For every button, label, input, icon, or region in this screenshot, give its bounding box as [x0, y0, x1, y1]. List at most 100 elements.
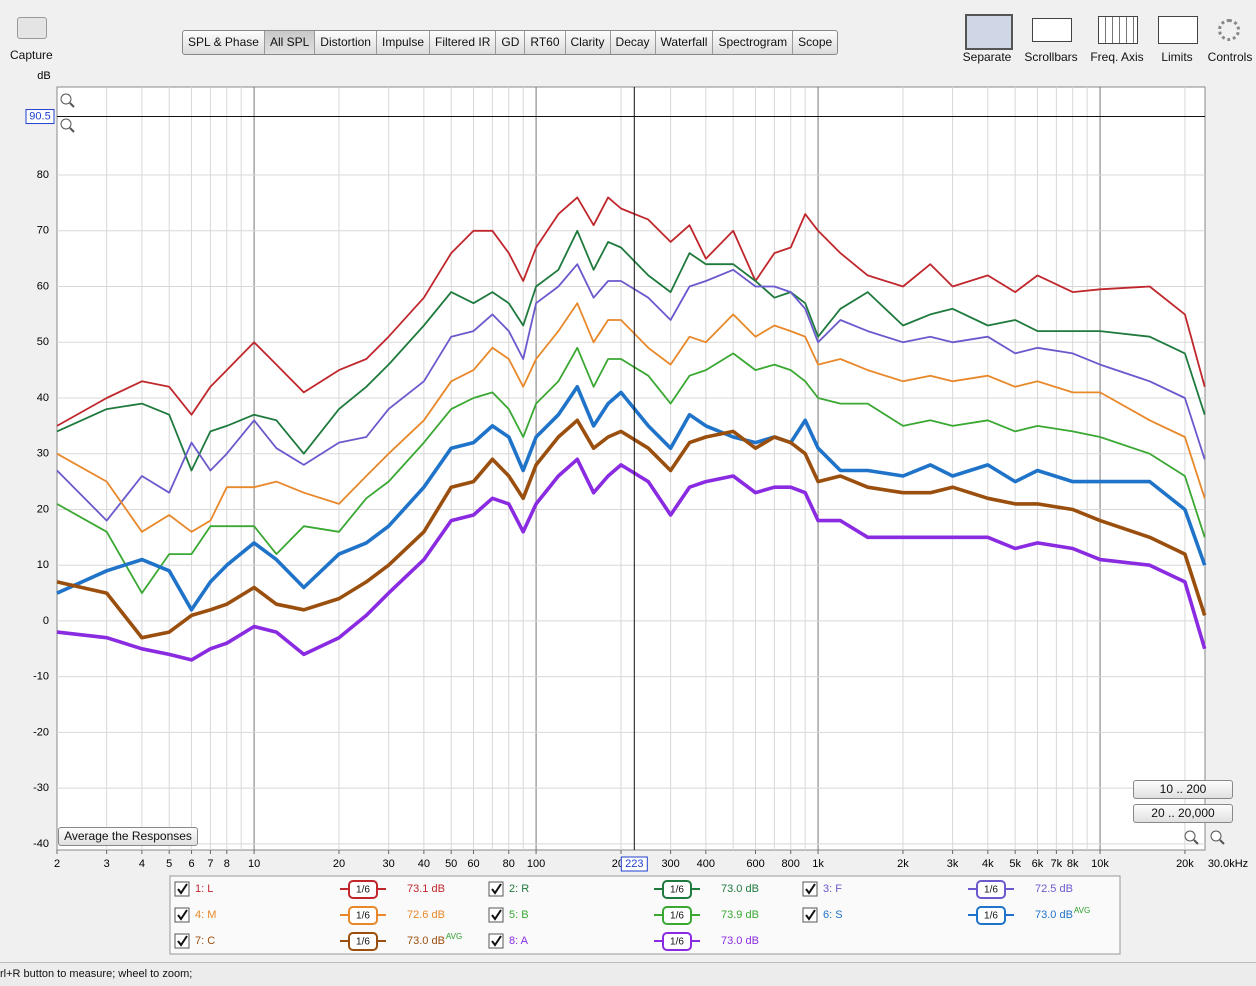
- legend-smoothing-box[interactable]: [348, 880, 378, 899]
- x-tick-label: 4: [139, 858, 145, 870]
- tool-limits-icon[interactable]: [1158, 16, 1198, 44]
- x-tick-label: 2k: [897, 858, 909, 870]
- legend-smoothing-box[interactable]: [976, 906, 1006, 925]
- y-tick-label: 0: [43, 615, 49, 627]
- capture-label[interactable]: Capture: [10, 48, 53, 62]
- legend-check: [177, 935, 188, 947]
- x-tick-label: 60: [467, 858, 479, 870]
- legend-smoothing-box[interactable]: [348, 932, 378, 951]
- series-line: [56, 418, 1207, 640]
- legend-name: 3: F: [823, 883, 842, 895]
- tab[interactable]: GD: [496, 31, 526, 54]
- x-tick-label: 8k: [1067, 858, 1079, 870]
- legend-check: [491, 909, 502, 921]
- tab[interactable]: Spectrogram: [713, 31, 794, 54]
- legend-name: 4: M: [195, 909, 216, 921]
- x-tick-label: 5: [166, 858, 172, 870]
- x-tick-label: 20: [333, 858, 345, 870]
- y-tick-label: 50: [37, 336, 49, 348]
- x-tick-label: 2: [54, 858, 60, 870]
- tab[interactable]: SPL & Phase: [183, 31, 265, 54]
- tab[interactable]: Decay: [611, 31, 656, 54]
- y-tick-label: 70: [37, 225, 49, 237]
- series-line: [56, 457, 1207, 662]
- x-axis-end-label: 30.0kHz: [1208, 858, 1248, 870]
- legend-smoothing: 1/6: [356, 885, 370, 896]
- tab[interactable]: Clarity: [566, 31, 611, 54]
- tab[interactable]: Filtered IR: [430, 31, 497, 54]
- legend-smoothing: 1/6: [356, 911, 370, 922]
- range-button[interactable]: 20 .. 20,000: [1133, 804, 1233, 823]
- legend-name: 7: C: [195, 935, 215, 947]
- tool-label[interactable]: Limits: [1161, 50, 1193, 64]
- legend-smoothing-box[interactable]: [976, 880, 1006, 899]
- zoom-icon: [1184, 830, 1196, 842]
- legend-smoothing-box[interactable]: [662, 880, 692, 899]
- legend-smoothing-box[interactable]: [348, 906, 378, 925]
- x-tick-label: 10: [248, 858, 260, 870]
- legend-level: 73.0 dB: [1035, 909, 1073, 921]
- legend-check: [491, 935, 502, 947]
- tab[interactable]: All SPL: [264, 31, 316, 54]
- tool-label[interactable]: Separate: [962, 50, 1012, 64]
- legend-smoothing: 1/6: [984, 885, 998, 896]
- tab[interactable]: RT60: [525, 31, 566, 54]
- zoom-icon-handle: [69, 102, 75, 108]
- y-tick-label: 10: [37, 559, 49, 571]
- legend-level: 73.0 dB: [721, 883, 759, 895]
- zoom-icon-handle: [69, 127, 75, 133]
- y-tick-label: -30: [33, 782, 49, 794]
- tool-label[interactable]: Freq. Axis: [1090, 50, 1144, 64]
- x-tick-label: 3k: [947, 858, 959, 870]
- legend-smoothing-box[interactable]: [662, 932, 692, 951]
- capture-icon[interactable]: [17, 17, 47, 39]
- legend-smoothing: 1/6: [670, 885, 684, 896]
- zoom-icon-handle: [1193, 839, 1199, 845]
- legend-level: 73.9 dB: [721, 909, 759, 921]
- y-tick-label: 40: [37, 392, 49, 404]
- legend-check: [805, 909, 816, 921]
- tool-label[interactable]: Controls: [1207, 50, 1253, 64]
- tab[interactable]: Waterfall: [656, 31, 714, 54]
- y-tick-label: 30: [37, 448, 49, 460]
- tool-scrollbars-icon[interactable]: [1032, 18, 1072, 42]
- series-line: [56, 263, 1206, 522]
- legend-level: 72.5 dB: [1035, 883, 1073, 895]
- legend-level: 72.6 dB: [407, 909, 445, 921]
- tool-label[interactable]: Scrollbars: [1024, 50, 1078, 64]
- legend-level: 73.0 dB: [721, 935, 759, 947]
- tool-freq-axis-icon[interactable]: [1098, 16, 1138, 44]
- legend-name: 2: R: [509, 883, 529, 895]
- range-button[interactable]: 10 .. 200: [1133, 780, 1233, 799]
- tool-controls-icon[interactable]: [1218, 19, 1240, 41]
- tab[interactable]: Distortion: [315, 31, 377, 54]
- tab-bar: SPL & Phase All SPL Distortion Impulse Filte…: [182, 30, 839, 55]
- x-tick-label: 7k: [1051, 858, 1063, 870]
- tool-separate-icon[interactable]: [965, 14, 1013, 50]
- x-tick-label: 6: [188, 858, 194, 870]
- tab[interactable]: Scope: [798, 35, 833, 49]
- y-tick-label: -10: [33, 671, 49, 683]
- legend-smoothing: 1/6: [984, 911, 998, 922]
- y-tick-label: -40: [33, 838, 49, 850]
- zoom-icon: [1210, 830, 1222, 842]
- legend-check: [805, 883, 816, 895]
- legend-box: [169, 875, 1121, 955]
- x-tick-label: 400: [697, 858, 715, 870]
- legend-level: 73.1 dB: [407, 883, 445, 895]
- x-tick-label: 30: [383, 858, 395, 870]
- legend-level-tag: AVG: [1074, 906, 1090, 915]
- status-bar: rl+R button to measure; wheel to zoom;: [0, 962, 1256, 986]
- cursor-y-box: [25, 109, 55, 125]
- y-tick-label: 60: [37, 280, 49, 292]
- x-tick-label: 7: [207, 858, 213, 870]
- x-tick-label: 300: [661, 858, 679, 870]
- legend-smoothing-box[interactable]: [662, 906, 692, 925]
- legend-name: 8: A: [509, 935, 529, 947]
- tab[interactable]: Impulse: [377, 31, 431, 54]
- x-tick-label: 600: [746, 858, 764, 870]
- average-button[interactable]: Average the Responses: [58, 827, 198, 846]
- zoom-icon: [60, 93, 72, 105]
